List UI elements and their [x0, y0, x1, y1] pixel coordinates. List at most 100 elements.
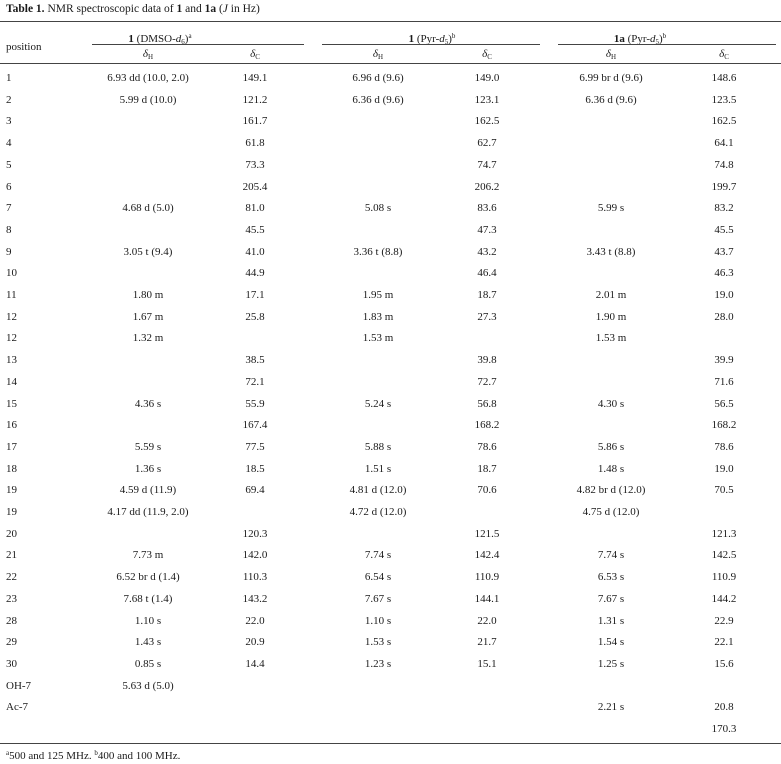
cell-delta-c: 22.0 [477, 614, 497, 627]
cell-delta-h: 7.67 s [597, 592, 625, 605]
row-position: 21 [6, 549, 17, 562]
cell-delta-c: 21.7 [477, 636, 497, 649]
cell-delta-c: 14.4 [245, 657, 265, 670]
cell-delta-c: 72.7 [477, 375, 497, 388]
cell-delta-c: 15.6 [714, 657, 734, 670]
cell-delta-c: 205.4 [242, 180, 268, 193]
cell-delta-h: 5.63 d (5.0) [122, 679, 174, 692]
cell-delta-c: 18.7 [477, 289, 497, 301]
cell-delta-c: 110.9 [474, 571, 500, 584]
cell-delta-c: 47.3 [477, 223, 497, 236]
subheader-delta-h: δH [143, 48, 153, 64]
header-group-solvent-d: d [649, 33, 656, 45]
delta-index: H [378, 53, 384, 61]
group-rule-2 [322, 44, 540, 45]
delta-symbol: δ [482, 48, 488, 60]
caption-text-c: in Hz) [227, 3, 260, 15]
header-group-compound: 1 [408, 33, 415, 45]
cell-delta-h: 6.93 dd (10.0, 2.0) [107, 72, 189, 84]
row-position: 10 [6, 267, 17, 280]
cell-delta-c: 142.4 [474, 549, 500, 562]
cell-delta-c: 142.5 [711, 549, 737, 562]
header-group-footnote-mark: a [188, 32, 192, 40]
cell-delta-c: 167.4 [242, 419, 268, 432]
cell-delta-c: 70.6 [477, 484, 497, 497]
cell-delta-h: 5.08 s [364, 202, 392, 215]
header-group-solvent-index: 5 [655, 38, 659, 46]
top-rule [0, 21, 781, 22]
caption-compound-1a: 1a [204, 3, 217, 15]
cell-delta-c: 110.9 [711, 571, 737, 584]
header-group-footnote-mark: b [662, 32, 667, 40]
cell-delta-c: 170.3 [711, 723, 737, 735]
cell-delta-c: 18.5 [245, 462, 265, 475]
header-bottom-rule [0, 63, 781, 64]
cell-delta-c: 161.7 [242, 115, 268, 128]
cell-delta-c: 62.7 [477, 137, 497, 150]
row-position: OH-7 [6, 679, 32, 692]
row-position: 17 [6, 440, 17, 453]
cell-delta-c: 78.6 [477, 440, 497, 453]
subheader-delta-h: δH [373, 48, 383, 64]
cell-delta-c: 55.9 [245, 397, 265, 410]
cell-delta-h: 1.32 m [132, 332, 164, 345]
cell-delta-h: 6.54 s [364, 571, 392, 584]
cell-delta-h: 1.31 s [597, 614, 625, 627]
cell-delta-h: 1.36 s [134, 462, 162, 475]
delta-symbol: δ [372, 48, 379, 60]
cell-delta-c: 19.0 [714, 462, 734, 475]
cell-delta-c: 46.4 [477, 267, 497, 280]
cell-delta-c: 162.5 [474, 115, 500, 128]
row-position: 5 [6, 158, 12, 171]
cell-delta-c: 25.8 [245, 310, 265, 323]
cell-delta-c: 74.8 [714, 158, 734, 171]
header-group-solvent: (Pyr- [624, 33, 650, 45]
cell-delta-c: 56.5 [714, 397, 734, 410]
row-position: 14 [6, 375, 17, 388]
footnote-a-mark: a [6, 749, 10, 757]
row-position: 2 [6, 93, 12, 106]
delta-symbol: δ [142, 48, 149, 60]
cell-delta-h: 6.36 d (9.6) [585, 93, 637, 106]
header-group-close: ) [448, 33, 452, 45]
table-footnote: a500 and 125 MHz. b400 and 100 MHz. [6, 749, 180, 762]
header-group-solvent-index: 5 [444, 38, 449, 46]
header-group-solvent: (Pyr- [414, 33, 440, 45]
cell-delta-c: 56.8 [477, 397, 497, 410]
cell-delta-c: 69.4 [245, 484, 265, 497]
cell-delta-c: 121.2 [242, 93, 268, 106]
cell-delta-c: 64.1 [714, 137, 734, 150]
cell-delta-c: 22.9 [714, 614, 734, 627]
cell-delta-h: 5.86 s [597, 440, 625, 453]
subheader-delta-c: δC [250, 48, 260, 64]
subheader-delta-c: δC [482, 48, 492, 64]
delta-index: H [611, 53, 617, 61]
row-position: 8 [6, 223, 12, 236]
row-position: 4 [6, 137, 12, 150]
cell-delta-h: 4.75 d (12.0) [582, 506, 640, 518]
delta-index: C [724, 53, 729, 61]
cell-delta-h: 1.25 s [597, 657, 625, 670]
delta-index: H [148, 53, 154, 61]
cell-delta-h: 1.83 m [362, 310, 394, 323]
row-position: 16 [6, 419, 17, 432]
cell-delta-c: 27.3 [477, 310, 497, 323]
cell-delta-c: 120.3 [242, 527, 268, 540]
row-position: 28 [6, 614, 17, 627]
subheader-delta-h: δH [606, 48, 616, 64]
cell-delta-h: 1.53 m [595, 332, 627, 345]
header-group-close: ) [184, 33, 189, 45]
row-position: 30 [6, 657, 17, 670]
header-group-solvent-d: d [175, 33, 182, 45]
cell-delta-c: 22.0 [245, 614, 265, 627]
cell-delta-h: 1.10 s [364, 614, 392, 627]
delta-symbol: δ [250, 48, 256, 60]
cell-delta-h: 1.54 s [597, 636, 625, 649]
cell-delta-c: 74.7 [477, 158, 497, 171]
cell-delta-h: 1.67 m [132, 310, 164, 323]
caption-j: J [222, 3, 228, 15]
footnote-b-mark: b [94, 749, 98, 757]
cell-delta-c: 39.8 [477, 354, 497, 367]
cell-delta-c: 144.1 [474, 592, 500, 605]
cell-delta-h: 1.80 m [132, 289, 164, 301]
